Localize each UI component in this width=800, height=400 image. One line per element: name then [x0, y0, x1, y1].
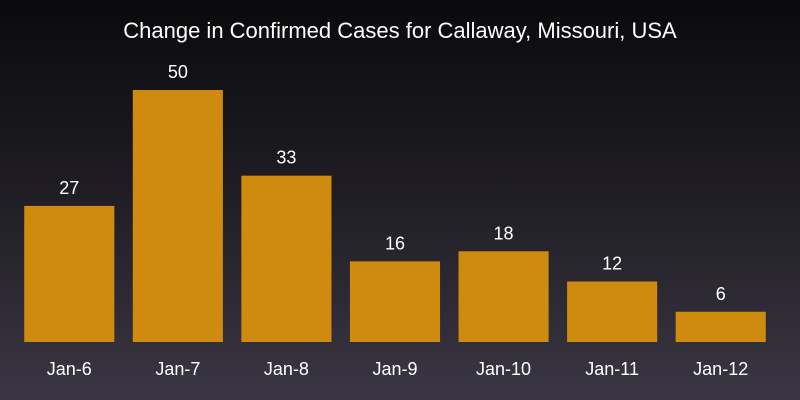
bar-value-label: 50 [168, 62, 188, 82]
bar-jan-8 [241, 175, 332, 342]
x-tick-label: Jan-11 [585, 359, 639, 379]
x-tick-label: Jan-9 [372, 359, 417, 379]
x-tick-label: Jan-10 [476, 359, 531, 379]
bar-jan-11 [567, 281, 658, 342]
chart-title: Change in Confirmed Cases for Callaway, … [123, 18, 677, 43]
bar-jan-9 [349, 261, 441, 342]
bar-jan-12 [675, 311, 766, 342]
x-tick-label: Jan-12 [693, 359, 748, 379]
bar-jan-10 [458, 251, 549, 342]
bar-value-label: 12 [602, 254, 622, 274]
bar-value-label: 27 [59, 178, 79, 198]
x-tick-label: Jan-6 [47, 359, 92, 379]
x-axis-tick-labels: Jan-6 Jan-7 Jan-8 Jan-9 Jan-10 Jan-11 Jan-12 [47, 359, 748, 379]
x-tick-label: Jan-8 [264, 359, 309, 379]
x-tick-label: Jan-7 [155, 359, 200, 379]
bar-value-label: 33 [276, 148, 296, 168]
bars-layer [24, 90, 766, 342]
bar-value-label: 6 [716, 284, 726, 304]
bar-value-label: 18 [494, 223, 514, 243]
bar-jan-6 [24, 205, 115, 342]
bar-value-label: 16 [385, 233, 405, 253]
bar-jan-7 [132, 90, 223, 342]
value-labels-layer: 27 50 33 16 18 12 6 [59, 62, 725, 304]
